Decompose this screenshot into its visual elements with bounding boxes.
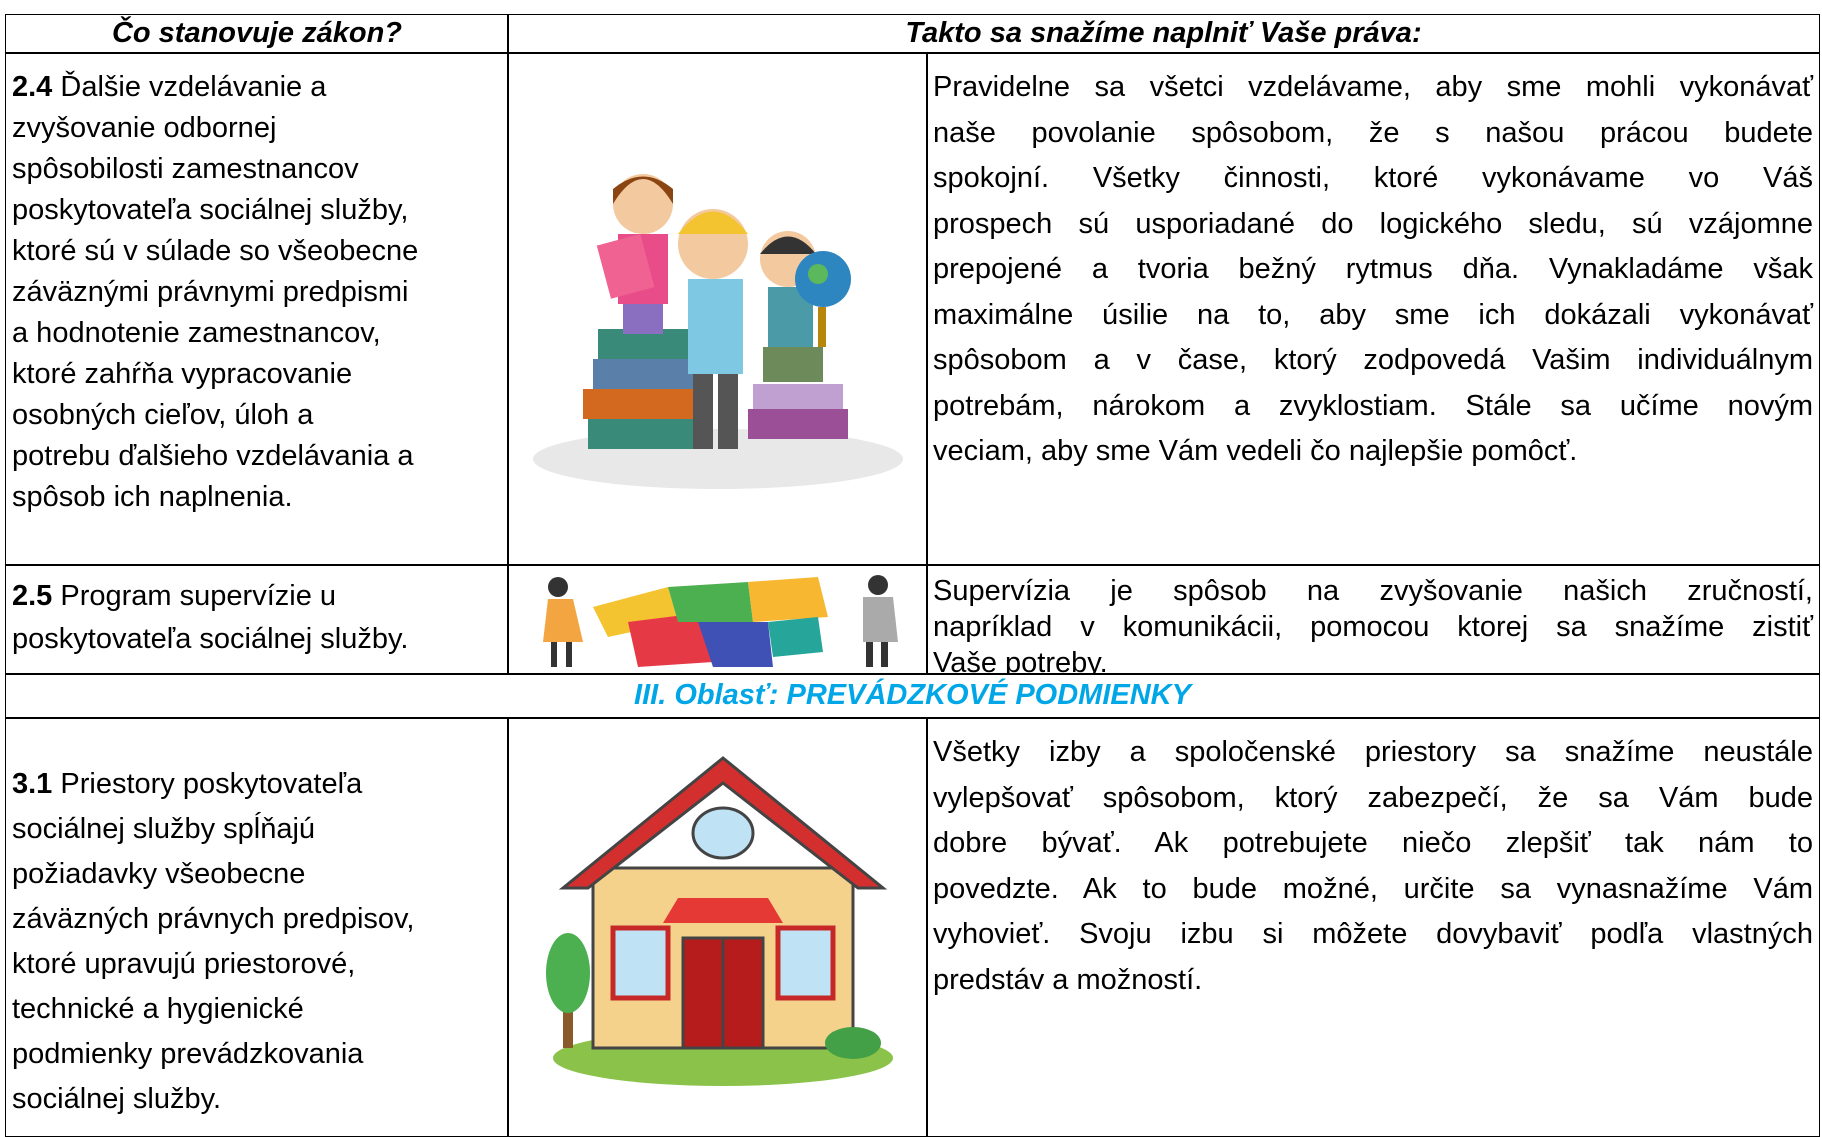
law-text: Ďalšie vzdelávanie a <box>60 71 327 103</box>
practice-cell: Supervízia je spôsob na zvyšovanie našic… <box>926 564 1820 675</box>
practice-cell: Pravidelne sa všetci vzdelávame, aby sme… <box>926 52 1820 566</box>
law-text: záväznými právnymi predpismi <box>12 276 409 308</box>
practice-line: napríklad v komunikácii, pomocou ktorej … <box>933 611 1813 643</box>
header-cell: Čo stanovuje zákon? <box>5 14 509 54</box>
law-cell: 3.1 Priestory poskytovateľa sociálnej slu… <box>5 717 509 1137</box>
practice-line: veciam, aby sme Vám vedeli čo najlepšie … <box>933 435 1578 467</box>
law-line: poskytovateľa sociálnej služby. <box>12 618 502 661</box>
practice-line: Vaše potreby. <box>933 647 1108 675</box>
law-line: požiadavky všeobecne <box>12 852 502 897</box>
law-cell: 2.5 Program supervízie u poskytovateľa so… <box>5 564 509 675</box>
law-text: spôsob ich naplnenia. <box>12 481 293 513</box>
law-text: požiadavky všeobecne <box>12 858 306 890</box>
law-line: podmienky prevádzkovania <box>12 1032 502 1077</box>
law-text: a hodnotenie zamestnancov, <box>12 317 381 349</box>
law-line: zvyšovanie odbornej <box>12 108 502 149</box>
practice-line: dobre bývať. Ak potrebujete niečo zlepši… <box>933 827 1813 859</box>
image-cell <box>507 564 928 675</box>
law-line: potrebu ďalšieho vzdelávania a <box>12 436 502 477</box>
law-line: sociálnej služby. <box>12 1077 502 1122</box>
law-text: osobných cieľov, úloh a <box>12 399 314 431</box>
law-line: záväzných právnych predpisov, <box>12 897 502 942</box>
practice-line: Všetky izby a spoločenské priestory sa s… <box>933 736 1813 768</box>
section-cell: III. Oblasť: PREVÁDZKOVÉ PODMIENKY <box>5 673 1820 719</box>
law-line: záväznými právnymi predpismi <box>12 272 502 313</box>
practice-line: maximálne úsilie na to, aby sme ich doká… <box>933 298 1813 331</box>
practice-line: naše povolanie spôsobom, že s našou prác… <box>933 116 1813 149</box>
header-cell: Takto sa snažíme naplniť Vaše práva: <box>507 14 1820 54</box>
image-cell <box>507 717 928 1137</box>
practice-line: spôsobom a v čase, ktorý zodpovedá Vašim… <box>933 344 1813 376</box>
puzzle-illustration <box>542 575 898 667</box>
law-text: poskytovateľa sociálnej služby. <box>12 623 409 655</box>
law-text: ktoré sú v súlade so všeobecne <box>12 235 419 267</box>
law-line: 3.1 Priestory poskytovateľa <box>12 762 502 807</box>
law-line: ktoré sú v súlade so všeobecne <box>12 231 502 272</box>
law-text: záväzných právnych predpisov, <box>12 903 415 935</box>
law-text: ktoré upravujú priestorové, <box>12 948 356 980</box>
section-title: III. Oblasť: PREVÁDZKOVÉ PODMIENKY <box>634 679 1191 711</box>
law-line: 2.4 Ďalšie vzdelávanie a <box>12 67 502 108</box>
law-line: a hodnotenie zamestnancov, <box>12 313 502 354</box>
practice-line: vyhovieť. Svoju izbu si môžete dovybaviť… <box>933 918 1813 950</box>
law-line: osobných cieľov, úloh a <box>12 395 502 436</box>
practice-line: Pravidelne sa všetci vzdelávame, aby sme… <box>933 71 1813 103</box>
law-cell: 2.4 Ďalšie vzdelávanie a zvyšovanie odbor… <box>5 52 509 566</box>
practice-line: vylepšovať spôsobom, ktorý zabezpečí, že… <box>933 781 1813 814</box>
law-text: potrebu ďalšieho vzdelávania a <box>12 440 414 472</box>
law-line: ktoré zahŕňa vypracovanie <box>12 354 502 395</box>
item-number: 2.5 <box>12 580 53 612</box>
law-line: 2.5 Program supervízie u <box>12 575 502 618</box>
law-text: poskytovateľa sociálnej služby, <box>12 194 409 226</box>
house-illustration <box>545 756 893 1086</box>
law-line: technické a hygienické <box>12 987 502 1032</box>
item-number: 2.4 <box>12 71 53 103</box>
law-text: spôsobilosti zamestnancov <box>12 153 359 185</box>
practice-line: povedzte. Ak to bude možné, určite sa vy… <box>933 872 1813 905</box>
image-cell <box>507 52 928 566</box>
law-text: ktoré zahŕňa vypracovanie <box>12 358 353 390</box>
kids-illustration <box>532 174 903 489</box>
law-text: podmienky prevádzkovania <box>12 1038 364 1070</box>
item-number: 3.1 <box>12 768 53 800</box>
practice-line: predstáv a možností. <box>933 963 1203 996</box>
law-line: poskytovateľa sociálnej služby, <box>12 190 502 231</box>
law-text: zvyšovanie odbornej <box>12 112 277 144</box>
law-text: sociálnej služby. <box>12 1083 222 1115</box>
law-text: Program supervízie u <box>60 580 337 612</box>
practice-line: prospech sú usporiadané do logického sle… <box>933 207 1813 240</box>
law-text: Priestory poskytovateľa <box>60 768 363 800</box>
practice-line: spokojní. Všetky činnosti, ktoré vykonáv… <box>933 162 1813 194</box>
law-line: spôsob ich naplnenia. <box>12 477 502 518</box>
practice-line: Supervízia je spôsob na zvyšovanie našic… <box>933 575 1813 607</box>
law-line: sociálnej služby spĺňajú <box>12 807 502 852</box>
law-line: ktoré upravujú priestorové, <box>12 942 502 987</box>
header-left: Čo stanovuje zákon? <box>111 17 403 49</box>
practice-line: prepojené a tvoria bežný rytmus dňa. Vyn… <box>933 253 1813 285</box>
header-right: Takto sa snažíme naplniť Vaše práva: <box>905 17 1422 49</box>
law-text: technické a hygienické <box>12 993 304 1025</box>
practice-line: potrebám, nárokom a zvyklostiam. Stále s… <box>933 389 1813 422</box>
law-line: spôsobilosti zamestnancov <box>12 149 502 190</box>
law-text: sociálnej služby spĺňajú <box>12 813 316 845</box>
practice-cell: Všetky izby a spoločenské priestory sa s… <box>926 717 1820 1137</box>
